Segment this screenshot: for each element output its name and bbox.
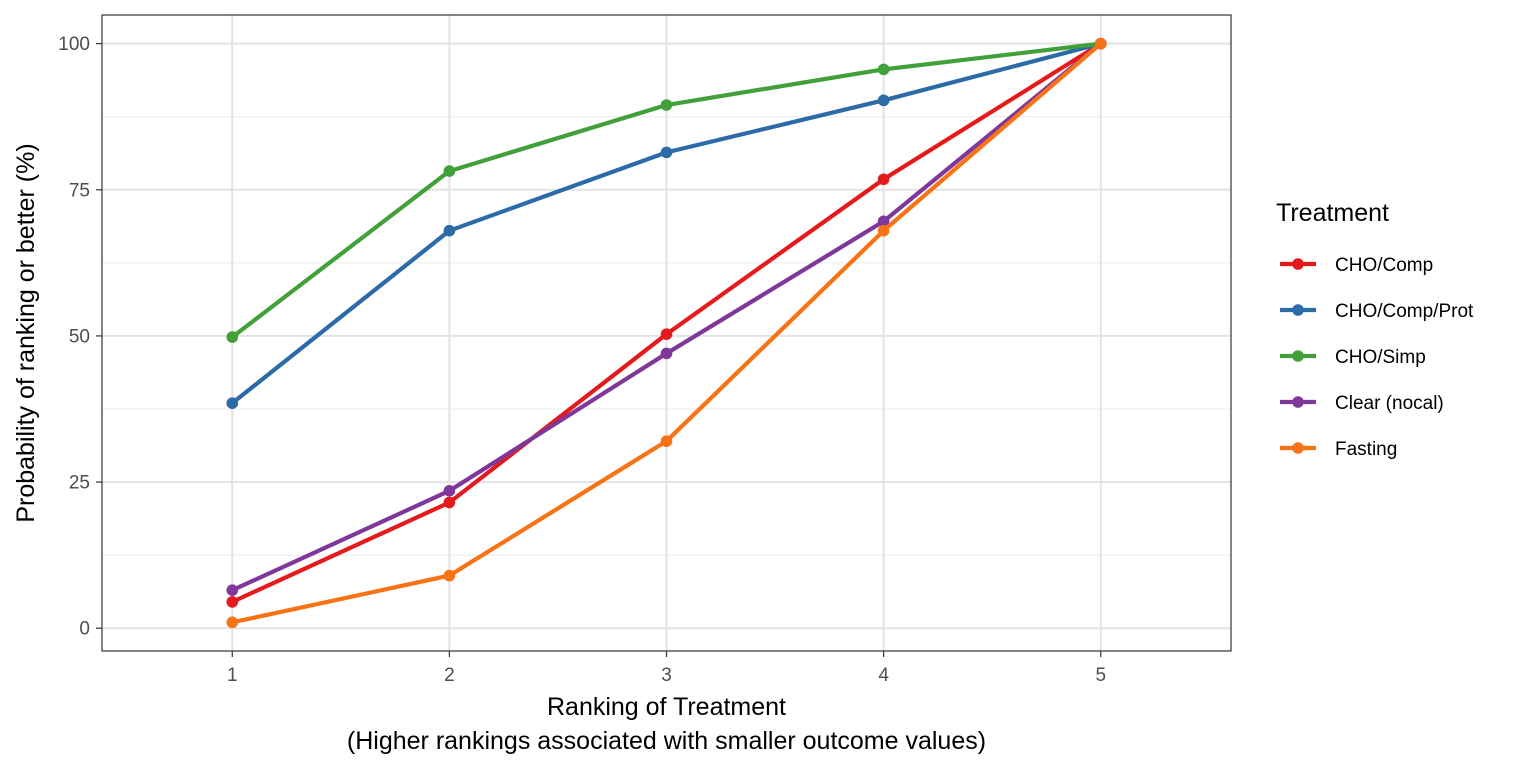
- legend-label: CHO/Comp/Prot: [1335, 301, 1474, 322]
- data-point-fasting: [877, 224, 890, 237]
- data-point-cho-comp: [226, 596, 239, 608]
- data-point-clear-nocal: [660, 347, 673, 360]
- data-point-cho-comp: [443, 496, 456, 509]
- legend-key-point: [1292, 442, 1304, 454]
- data-point-fasting: [443, 569, 456, 582]
- data-point-cho-comp: [660, 328, 673, 340]
- y-tick-label: 25: [69, 473, 90, 494]
- y-tick-label: 100: [58, 34, 90, 55]
- x-tick-label: 3: [661, 665, 672, 686]
- data-point-cho-simp: [660, 99, 673, 111]
- x-tick-label: 1: [227, 665, 238, 686]
- series-cho-comp-prot: [226, 37, 1107, 409]
- x-axis-subtitle: (Higher rankings associated with smaller…: [347, 727, 986, 755]
- y-tick-label: 50: [69, 326, 90, 347]
- grid: [102, 15, 1231, 651]
- legend-item-fasting: Fasting: [1280, 439, 1397, 460]
- x-axis-title: Ranking of Treatment: [547, 693, 786, 721]
- legend-label: Clear (nocal): [1335, 393, 1444, 414]
- data-point-cho-comp-prot: [660, 146, 673, 159]
- data-point-clear-nocal: [877, 215, 890, 228]
- data-point-cho-comp-prot: [443, 224, 456, 237]
- x-tick-label: 4: [878, 665, 889, 686]
- legend-key-point: [1292, 258, 1304, 270]
- axes: 0 25 50 75 100 1 2 3 4 5: [58, 34, 1106, 686]
- data-point-cho-comp-prot: [226, 397, 239, 409]
- data-point-clear-nocal: [443, 485, 456, 497]
- legend-key-point: [1292, 304, 1304, 316]
- legend: Treatment CHO/CompCHO/Comp/ProtCHO/SimpC…: [1276, 199, 1474, 460]
- data-point-fasting: [226, 616, 239, 629]
- data-point-cho-simp: [877, 63, 890, 76]
- legend-item-cho-comp: CHO/Comp: [1280, 255, 1433, 276]
- series-fasting: [226, 37, 1107, 629]
- legend-item-cho-simp: CHO/Simp: [1280, 347, 1426, 368]
- legend-item-clear-nocal: Clear (nocal): [1280, 393, 1444, 414]
- data-point-cho-simp: [226, 331, 239, 343]
- legend-label: Fasting: [1335, 439, 1397, 460]
- data-point-fasting: [1094, 37, 1107, 50]
- x-tick-label: 5: [1095, 665, 1106, 686]
- y-tick-label: 0: [79, 619, 90, 640]
- data-point-cho-comp: [877, 173, 890, 186]
- data-point-clear-nocal: [226, 584, 239, 597]
- y-tick-label: 75: [69, 180, 90, 201]
- data-point-fasting: [660, 435, 673, 447]
- legend-item-cho-comp-prot: CHO/Comp/Prot: [1280, 301, 1474, 322]
- data-point-cho-simp: [443, 165, 456, 177]
- x-tick-label: 2: [444, 665, 455, 686]
- data-point-cho-comp-prot: [877, 94, 890, 107]
- series-layer: [226, 37, 1107, 629]
- legend-title: Treatment: [1276, 199, 1389, 227]
- legend-key-point: [1292, 396, 1304, 408]
- legend-label: CHO/Simp: [1335, 347, 1426, 368]
- legend-items: CHO/Comp CHO/Comp/Prot CHO/Simp Clear (noca…: [1280, 255, 1474, 460]
- legend-key-point: [1292, 350, 1304, 362]
- y-axis-title: Probability of ranking or better (%): [12, 143, 40, 522]
- legend-label: CHO/Comp: [1335, 255, 1433, 276]
